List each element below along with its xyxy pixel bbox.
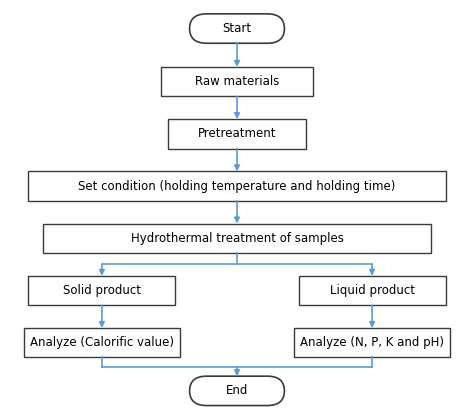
FancyBboxPatch shape	[294, 328, 450, 357]
FancyBboxPatch shape	[24, 328, 180, 357]
FancyBboxPatch shape	[28, 171, 446, 201]
Text: Analyze (N, P, K and pH): Analyze (N, P, K and pH)	[300, 336, 444, 349]
FancyBboxPatch shape	[190, 376, 284, 406]
FancyBboxPatch shape	[299, 276, 446, 305]
Text: Analyze (Calorific value): Analyze (Calorific value)	[30, 336, 174, 349]
FancyBboxPatch shape	[43, 224, 431, 253]
FancyBboxPatch shape	[28, 276, 175, 305]
Text: Start: Start	[222, 22, 252, 35]
Text: Set condition (holding temperature and holding time): Set condition (holding temperature and h…	[78, 180, 396, 193]
FancyBboxPatch shape	[168, 119, 306, 149]
Text: Solid product: Solid product	[63, 284, 141, 297]
FancyBboxPatch shape	[190, 14, 284, 43]
FancyBboxPatch shape	[161, 67, 313, 96]
Text: End: End	[226, 384, 248, 397]
Text: Pretreatment: Pretreatment	[198, 127, 276, 140]
Text: Raw materials: Raw materials	[195, 75, 279, 88]
Text: Hydrothermal treatment of samples: Hydrothermal treatment of samples	[130, 232, 344, 245]
Text: Liquid product: Liquid product	[329, 284, 415, 297]
